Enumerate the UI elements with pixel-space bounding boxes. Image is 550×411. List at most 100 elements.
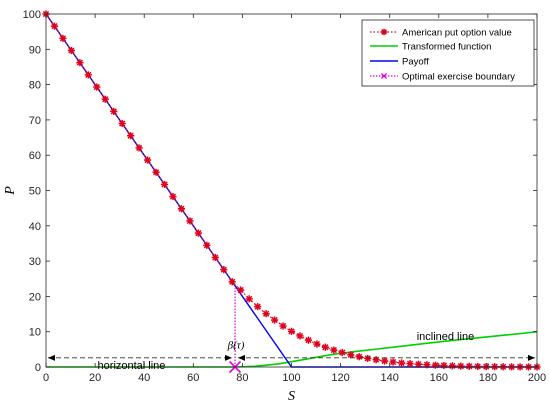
y-tick-label: 90: [29, 44, 41, 56]
x-tick: 120: [331, 14, 350, 384]
horizontal-line-label: horizontal line: [98, 360, 166, 372]
x-tick-label: 180: [479, 372, 497, 384]
american-put-point: [304, 336, 313, 344]
y-tick: 0: [35, 362, 537, 374]
american-put-point: [203, 241, 211, 249]
american-put-point: [110, 107, 118, 115]
american-put-point: [50, 22, 59, 30]
american-put-point: [135, 144, 143, 152]
american-put-point: [457, 362, 465, 370]
american-put-point: [431, 361, 440, 369]
y-tick-label: 100: [23, 9, 41, 21]
american-put-point: [245, 295, 253, 303]
arrow-mid-left: [238, 354, 246, 361]
american-put-point: [389, 358, 397, 366]
y-tick-label: 40: [29, 221, 41, 233]
y-tick-label: 20: [29, 291, 41, 303]
american-put-point: [465, 362, 473, 370]
american-put-point: [262, 310, 270, 318]
x-tick: 100: [282, 14, 301, 384]
american-put-point: [177, 205, 186, 213]
american-put-point: [127, 132, 135, 140]
x-tick: 60: [187, 14, 199, 384]
x-tick: 40: [138, 14, 150, 384]
x-tick-label: 140: [381, 372, 399, 384]
american-put-point: [254, 303, 262, 311]
american-put-point: [279, 322, 287, 330]
x-tick-label: 200: [528, 372, 546, 384]
american-put-point: [270, 316, 279, 324]
y-tick: 80: [29, 80, 537, 92]
x-tick: 180: [479, 14, 497, 384]
american-put-point: [160, 180, 169, 189]
american-put-point: [296, 332, 304, 340]
american-put-point: [397, 359, 406, 367]
y-tick-label: 0: [35, 362, 41, 374]
american-put-point: [330, 346, 338, 354]
american-put-point: [59, 34, 67, 42]
american-put-point: [355, 353, 363, 361]
american-put-point: [194, 229, 202, 237]
y-tick-label: 30: [29, 256, 41, 268]
arrow-right: [528, 354, 535, 361]
american-put-point: [143, 156, 152, 164]
y-tick: 30: [29, 256, 537, 268]
annotation-layer: horizontal line inclined line β(τ): [48, 331, 535, 372]
inclined-line-label: inclined line: [417, 331, 474, 343]
american-put-point: [220, 266, 228, 274]
american-put-point: [347, 351, 355, 359]
x-tick-label: 60: [187, 372, 199, 384]
legend-box: [361, 19, 535, 87]
y-tick-label: 10: [29, 327, 41, 339]
american-put-point: [93, 83, 101, 91]
legend-label-transformed: Transformed function: [402, 42, 491, 53]
ticks-layer: 0 20 40 60 80 100 120 140 160 180 200 0 10 20 30 40 50 60…: [23, 9, 547, 384]
american-put-point: [287, 327, 296, 335]
american-put-point: [118, 119, 126, 128]
american-put-point: [169, 192, 177, 201]
x-tick-label: 40: [138, 372, 150, 384]
american-put-point: [364, 354, 372, 362]
american-put-point: [482, 362, 490, 371]
american-put-point: [474, 362, 482, 371]
arrow-left: [48, 354, 55, 361]
y-tick: 100: [23, 9, 537, 21]
american-put-point: [67, 46, 75, 55]
legend-marker-boundary: [380, 72, 388, 80]
x-axis-label: S: [288, 389, 295, 404]
legend-label-payoff: Payoff: [402, 57, 429, 68]
american-put-point: [228, 278, 236, 286]
x-tick-label: 160: [430, 372, 448, 384]
x-tick: 160: [430, 14, 448, 384]
american-put-point: [448, 362, 456, 370]
x-tick: 0: [43, 14, 49, 384]
american-put-point: [101, 95, 109, 103]
american-put-point: [186, 217, 194, 225]
american-put-point: [338, 348, 346, 357]
beta-label: β(τ): [227, 340, 245, 352]
american-put-point: [211, 253, 219, 262]
y-tick: 50: [29, 186, 537, 198]
y-tick: 10: [29, 327, 537, 339]
american-put-point: [84, 71, 92, 79]
american-put-point: [440, 361, 448, 370]
legend-marker-american-put: [380, 28, 388, 36]
x-tick-label: 20: [89, 372, 101, 384]
legend-label-american-put: American put option value: [402, 28, 512, 39]
y-tick: 20: [29, 291, 537, 303]
y-tick: 60: [29, 150, 537, 162]
american-put-point: [313, 340, 321, 348]
american-put-point: [372, 356, 380, 364]
y-tick: 70: [29, 115, 537, 127]
x-tick-label: 120: [331, 372, 349, 384]
american-put-point: [406, 360, 414, 368]
american-put-point: [152, 168, 160, 176]
x-tick: 200: [528, 14, 546, 384]
x-tick-label: 80: [236, 372, 248, 384]
x-tick-label: 100: [282, 372, 300, 384]
arrow-mid-right: [225, 354, 233, 361]
x-tick: 80: [236, 14, 249, 384]
y-axis-label: P: [3, 186, 18, 196]
american-put-point: [237, 286, 245, 294]
